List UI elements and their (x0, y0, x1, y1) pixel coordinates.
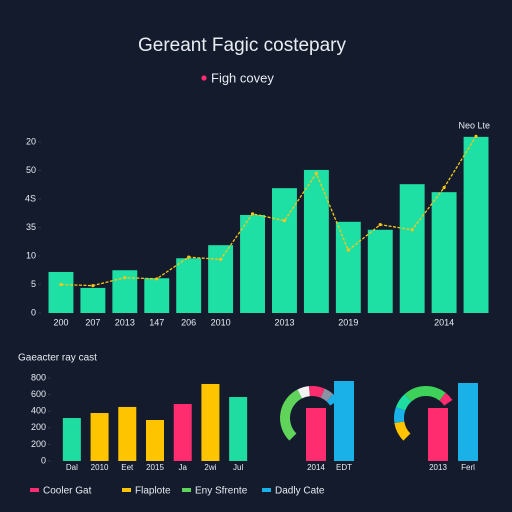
donut-segment (439, 392, 453, 406)
donut-segment (308, 386, 325, 398)
bar (335, 221, 361, 313)
line-point (378, 223, 382, 227)
bar (399, 184, 425, 313)
x-tick-label: 2019 (338, 317, 358, 327)
bar (458, 383, 478, 461)
line (60, 135, 477, 287)
x-tick-label: Ferl (461, 463, 475, 472)
y-tick-label: 50 (26, 165, 36, 175)
bar (428, 408, 448, 461)
x-tick-label: 2010 (91, 463, 109, 472)
bar (201, 383, 220, 461)
bar (90, 413, 109, 461)
bar (176, 258, 202, 313)
y-tick-label: 0 (41, 455, 46, 465)
x-tick-label: Ja (178, 463, 187, 472)
legend-dot (201, 75, 207, 81)
x-tick-label: 2010 (211, 317, 231, 327)
x-tick-label: 2014 (434, 317, 454, 327)
x-tick-label: 206 (181, 317, 196, 327)
legend-label: Dadly Cate (275, 486, 325, 497)
line-point (282, 219, 287, 223)
x-tick-label: 200 (53, 317, 68, 327)
legend-label: Flaplote (135, 486, 171, 497)
x-tick-label: EDT (336, 463, 352, 472)
bar (62, 418, 81, 461)
donut-segment (394, 421, 411, 441)
x-tick-label: Dal (66, 463, 78, 472)
line-point (123, 276, 127, 280)
x-tick-label: 2015 (146, 463, 164, 472)
bar (431, 192, 457, 313)
bar (118, 406, 137, 461)
bar (367, 229, 393, 313)
line-point (346, 248, 350, 252)
donut-segment (297, 386, 311, 399)
line-point (474, 134, 478, 138)
bar (229, 397, 248, 461)
x-tick-label: 207 (85, 317, 100, 327)
line-point (314, 171, 318, 175)
bar (173, 403, 192, 461)
y-tick-label: 600 (31, 389, 46, 399)
y-tick-label: 4S (25, 193, 36, 203)
y-tick-label: 5 (31, 279, 36, 289)
bar (144, 278, 170, 313)
bar (463, 136, 489, 313)
bar (240, 214, 265, 313)
x-tick-label: 2014 (307, 463, 325, 472)
legend-swatch (262, 488, 271, 492)
x-tick-label: 2013 (274, 317, 294, 327)
donut-segment (320, 388, 334, 402)
title: Gereant Fagic costepary (138, 35, 347, 56)
donut-segment (404, 386, 446, 402)
line-point (91, 284, 95, 288)
legend-label: Eny Sfrente (195, 486, 248, 497)
donut-segment (395, 393, 412, 411)
line-point (187, 255, 191, 259)
line-point (155, 277, 159, 281)
bar (334, 381, 354, 461)
donut-segment (280, 389, 303, 441)
y-tick-label: 200 (31, 422, 46, 432)
line-point (250, 212, 255, 216)
x-tick-label: 2013 (115, 317, 135, 327)
y-tick-label: 200 (31, 439, 46, 449)
line-point (59, 282, 63, 287)
line-point (219, 257, 223, 262)
bar (146, 419, 164, 461)
donut-segment (394, 407, 406, 424)
y-tick-label: 20 (26, 136, 36, 146)
legend-label: Cooler Gat (43, 486, 92, 497)
x-tick-label: Jul (233, 463, 243, 472)
bar (208, 245, 234, 313)
x-tick-label: Eet (121, 463, 134, 472)
legend-swatch (122, 488, 131, 492)
line-point (442, 186, 446, 190)
y-tick-label: 800 (31, 372, 46, 382)
chart-title: Gaeacter ray cast (18, 353, 97, 364)
bar (48, 271, 74, 313)
bar (80, 287, 106, 313)
legend-swatch (30, 488, 39, 492)
y-tick-label: 400 (31, 406, 46, 416)
y-tick-label: 35 (26, 222, 36, 232)
bar (306, 408, 326, 461)
line-point (410, 228, 414, 232)
annotation: Neo Lte (458, 120, 490, 130)
x-tick-label: 147 (149, 317, 164, 327)
y-tick-label: 10 (26, 250, 36, 260)
bar (303, 169, 329, 313)
legend-label: Figh covey (211, 70, 274, 85)
x-tick-label: 2wi (204, 463, 216, 472)
legend-swatch (182, 488, 191, 492)
y-tick-label: 0 (31, 307, 36, 317)
donut-segment (326, 393, 339, 406)
x-tick-label: 2013 (429, 463, 447, 472)
